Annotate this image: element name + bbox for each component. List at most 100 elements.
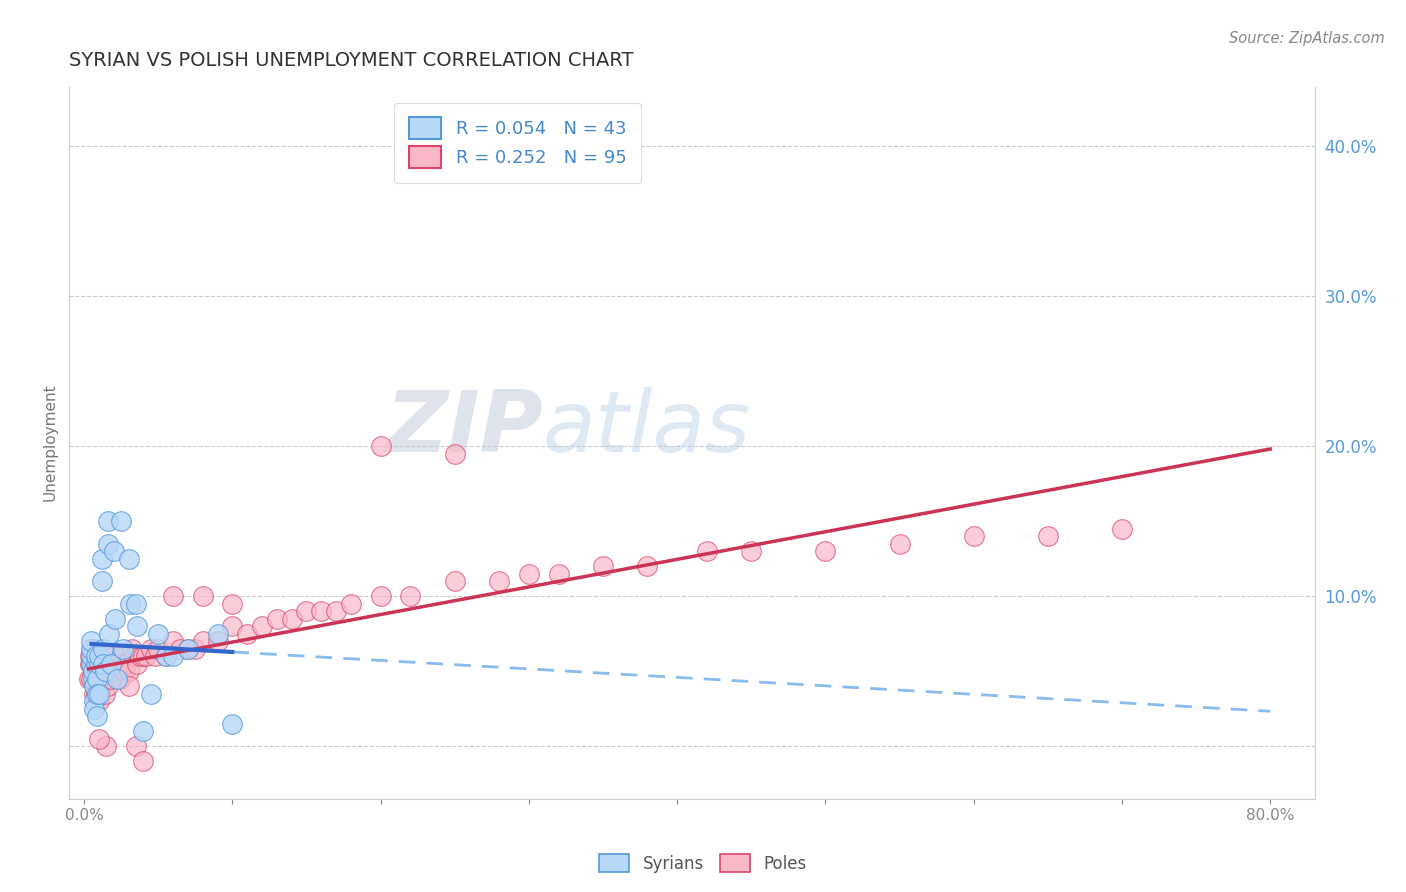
Point — [127, 657, 149, 671]
Point — [107, 665, 129, 679]
Point — [97, 679, 120, 693]
Point — [814, 544, 837, 558]
Point — [221, 597, 243, 611]
Point — [80, 657, 103, 671]
Point — [82, 665, 104, 679]
Point — [94, 687, 117, 701]
Point — [77, 672, 100, 686]
Point — [207, 627, 229, 641]
Point — [83, 679, 105, 693]
Point — [162, 634, 184, 648]
Point — [91, 641, 114, 656]
Point — [266, 612, 288, 626]
Point — [139, 687, 162, 701]
Point — [83, 702, 105, 716]
Point — [129, 649, 152, 664]
Point — [250, 619, 273, 633]
Point — [118, 597, 141, 611]
Point — [236, 627, 259, 641]
Point — [112, 665, 135, 679]
Point — [177, 641, 200, 656]
Point — [311, 604, 333, 618]
Point — [132, 754, 155, 768]
Point — [104, 612, 127, 626]
Point — [80, 657, 103, 671]
Point — [91, 672, 114, 686]
Point — [162, 649, 184, 664]
Point — [221, 716, 243, 731]
Point — [79, 657, 101, 671]
Point — [207, 634, 229, 648]
Point — [125, 739, 148, 754]
Point — [84, 687, 107, 701]
Text: atlas: atlas — [543, 387, 751, 470]
Point — [82, 672, 104, 686]
Point — [80, 641, 103, 656]
Point — [91, 657, 114, 671]
Point — [104, 657, 127, 671]
Point — [90, 574, 112, 589]
Point — [86, 709, 108, 723]
Text: SYRIAN VS POLISH UNEMPLOYMENT CORRELATION CHART: SYRIAN VS POLISH UNEMPLOYMENT CORRELATIO… — [69, 51, 634, 70]
Point — [132, 649, 155, 664]
Text: ZIP: ZIP — [385, 387, 543, 470]
Point — [547, 566, 569, 581]
Point — [117, 665, 139, 679]
Point — [221, 619, 243, 633]
Point — [87, 649, 110, 664]
Point — [963, 529, 986, 543]
Point — [132, 724, 155, 739]
Point — [103, 544, 125, 558]
Point — [370, 439, 392, 453]
Point — [399, 590, 422, 604]
Point — [96, 739, 118, 754]
Point — [110, 649, 132, 664]
Point — [139, 641, 162, 656]
Point — [90, 679, 112, 693]
Point — [83, 657, 105, 671]
Point — [280, 612, 302, 626]
Point — [94, 665, 117, 679]
Point — [98, 657, 121, 671]
Point — [80, 641, 103, 656]
Point — [637, 559, 659, 574]
Point — [84, 665, 107, 679]
Point — [90, 649, 112, 664]
Point — [117, 679, 139, 693]
Legend: R = 0.054   N = 43, R = 0.252   N = 95: R = 0.054 N = 43, R = 0.252 N = 95 — [394, 103, 641, 183]
Point — [91, 649, 114, 664]
Point — [87, 687, 110, 701]
Point — [96, 672, 118, 686]
Point — [82, 649, 104, 664]
Point — [86, 687, 108, 701]
Point — [191, 634, 214, 648]
Point — [87, 731, 110, 746]
Point — [191, 590, 214, 604]
Legend: Syrians, Poles: Syrians, Poles — [592, 847, 814, 880]
Point — [155, 649, 177, 664]
Point — [100, 672, 122, 686]
Y-axis label: Unemployment: Unemployment — [44, 384, 58, 501]
Point — [105, 657, 128, 671]
Point — [94, 665, 117, 679]
Point — [143, 649, 166, 664]
Point — [84, 657, 107, 671]
Point — [155, 649, 177, 664]
Point — [443, 447, 465, 461]
Point — [79, 649, 101, 664]
Point — [110, 514, 132, 528]
Point — [889, 537, 911, 551]
Point — [1036, 529, 1059, 543]
Point — [696, 544, 718, 558]
Point — [80, 634, 103, 648]
Point — [97, 514, 120, 528]
Point — [117, 552, 139, 566]
Point — [80, 649, 103, 664]
Point — [103, 649, 125, 664]
Point — [177, 641, 200, 656]
Point — [124, 649, 146, 664]
Point — [121, 641, 143, 656]
Point — [488, 574, 510, 589]
Point — [101, 665, 124, 679]
Point — [105, 672, 128, 686]
